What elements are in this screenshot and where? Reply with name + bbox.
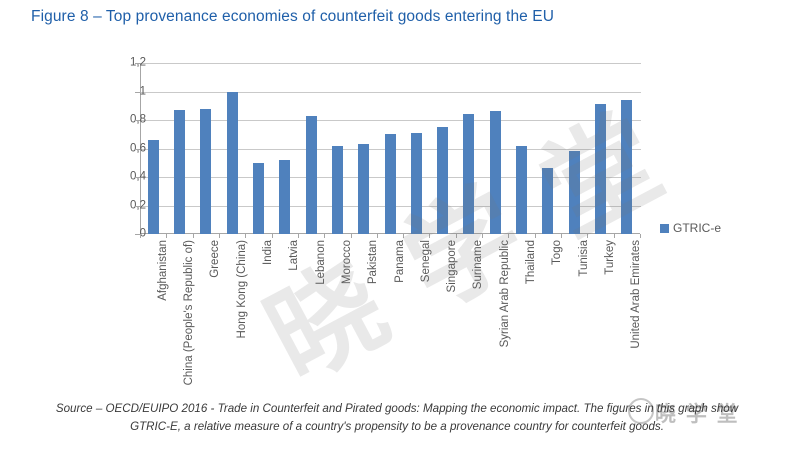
x-axis-label: Panama [393, 240, 406, 283]
y-axis-tickmark [135, 148, 140, 150]
x-axis-label: Lebanon [314, 240, 327, 285]
gridline [141, 91, 641, 93]
y-axis-tickmark [135, 177, 140, 178]
bar [331, 145, 343, 234]
y-axis-tick-label: 1 [139, 84, 146, 97]
x-axis-tickmark [245, 234, 247, 238]
bar [568, 151, 580, 234]
x-axis-tickmark [271, 234, 273, 238]
source-caption: Source – OECD/EUIPO 2016 - Trade in Coun… [55, 402, 739, 433]
x-axis-tickmark [534, 234, 536, 238]
y-axis-tickmark [135, 91, 140, 93]
x-axis-tickmark [561, 234, 563, 238]
bar [173, 110, 185, 234]
bar [252, 162, 264, 234]
bar [358, 144, 370, 234]
x-axis-tickmark [297, 234, 299, 238]
x-axis-label: Latvia [288, 240, 301, 271]
bar [437, 127, 449, 234]
bar [410, 132, 422, 234]
x-axis-label: Syrian Arab Republic [498, 240, 511, 348]
legend-swatch-gtric-e [660, 223, 669, 233]
x-axis-tickmark [140, 234, 141, 238]
y-axis-tick-label: 0 [139, 227, 146, 240]
y-axis-tickmark [135, 205, 140, 207]
bar [595, 104, 607, 234]
x-axis-tickmark [613, 234, 615, 238]
bar-series-gtric-e [140, 63, 640, 234]
x-axis-tickmark [350, 234, 352, 238]
x-axis-tickmark [218, 234, 220, 238]
x-axis-tickmark [429, 234, 431, 238]
gridline [141, 63, 641, 64]
x-axis-label: Turkey [604, 240, 617, 275]
bar [200, 108, 212, 234]
y-axis-tickmark [135, 234, 140, 235]
y-axis-tick-label: 0,6 [86, 142, 146, 155]
bar [516, 145, 528, 234]
x-axis-tickmark [640, 234, 641, 238]
y-axis-tick-label: 1,2 [86, 57, 146, 69]
bar [384, 134, 396, 234]
legend-label-gtric-e: GTRIC-e [673, 221, 721, 235]
x-axis-label: Suriname [472, 240, 485, 290]
x-axis-label: Thailand [525, 240, 538, 285]
gridline [141, 120, 641, 121]
x-axis-label: India [261, 240, 274, 265]
x-axis-label: Tunisia [577, 240, 590, 277]
x-axis-tickmark [324, 234, 326, 238]
x-axis-label: Afghanistan [156, 240, 169, 301]
x-axis-label: Hong Kong (China) [235, 240, 248, 339]
x-axis-tickmark [403, 234, 405, 238]
x-axis-tickmark [587, 234, 589, 238]
y-axis-tick-label: 0,8 [86, 114, 146, 126]
y-axis-tick-label: 0,4 [86, 171, 146, 183]
bar-chart: 0 0,2 0,4 0,6 0,8 1 1,2 Afghanistan China (Peop… [0, 40, 794, 403]
x-axis-tickmark [482, 234, 484, 238]
y-axis-tick-label: 0,2 [86, 199, 146, 212]
x-axis-category-labels: Afghanistan China (People's Republic of) G… [140, 240, 643, 390]
x-axis-tickmark [192, 234, 194, 238]
bar [621, 100, 633, 234]
x-axis-tickmark [376, 234, 378, 238]
x-axis-tickmark [166, 234, 168, 238]
bar [542, 168, 554, 234]
x-axis-tickmark [455, 234, 457, 238]
page-title: Figure 8 – Top provenance economies of c… [31, 8, 555, 25]
x-axis-label: Morocco [340, 240, 353, 285]
x-axis-tickmark [508, 234, 510, 238]
x-axis-label: Senegal [419, 240, 432, 283]
legend: GTRIC-e [660, 221, 721, 235]
x-axis-label: Greece [209, 240, 222, 278]
x-axis-label: United Arab Emirates [630, 240, 643, 349]
bar [226, 91, 238, 234]
bar [463, 114, 475, 234]
y-axis-tickmark [135, 63, 140, 64]
x-axis-label: Singapore [446, 240, 459, 293]
x-axis-label: Pakistan [367, 240, 380, 285]
bar [147, 139, 159, 234]
x-axis-label: China (People's Republic of) [182, 240, 195, 386]
bar [305, 115, 317, 234]
x-axis-label: Togo [551, 240, 564, 265]
bar [279, 159, 291, 234]
y-axis-tickmark [135, 120, 140, 121]
bar [489, 111, 501, 234]
